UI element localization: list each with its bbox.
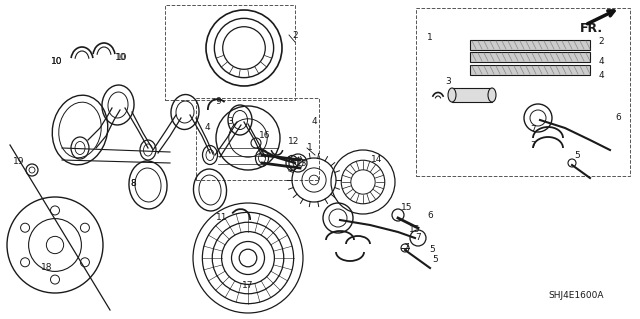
Text: 7: 7 <box>415 233 421 241</box>
Text: FR.: FR. <box>580 21 603 34</box>
Text: 2: 2 <box>598 38 604 47</box>
Bar <box>470 52 590 62</box>
Text: 14: 14 <box>371 155 383 165</box>
Text: 4: 4 <box>311 117 317 127</box>
Text: 4: 4 <box>598 57 604 66</box>
Text: 5: 5 <box>574 151 580 160</box>
Text: 6: 6 <box>427 211 433 219</box>
Bar <box>470 65 590 75</box>
Text: 8: 8 <box>130 179 136 188</box>
Text: 5: 5 <box>432 256 438 264</box>
Text: 10: 10 <box>51 57 63 66</box>
Text: 11: 11 <box>216 213 228 222</box>
Text: 1: 1 <box>427 33 433 42</box>
Ellipse shape <box>488 88 496 102</box>
Bar <box>196 98 319 180</box>
Text: 3: 3 <box>445 78 451 86</box>
Text: 17: 17 <box>243 280 253 290</box>
Text: 6: 6 <box>615 114 621 122</box>
Text: 8: 8 <box>130 179 136 188</box>
Text: 5: 5 <box>429 246 435 255</box>
Text: 4: 4 <box>598 70 604 79</box>
Bar <box>165 5 295 100</box>
Text: 10: 10 <box>116 53 128 62</box>
Bar <box>452 88 492 102</box>
Text: 10: 10 <box>51 57 63 66</box>
Ellipse shape <box>448 88 456 102</box>
Text: 19: 19 <box>13 158 25 167</box>
Text: 15: 15 <box>409 226 420 234</box>
Text: 2: 2 <box>292 31 298 40</box>
Text: 9: 9 <box>215 97 221 106</box>
Text: 1: 1 <box>307 144 313 152</box>
Text: SHJ4E1600A: SHJ4E1600A <box>548 291 604 300</box>
Text: 10: 10 <box>115 53 127 62</box>
Text: 7: 7 <box>530 140 536 150</box>
Text: 12: 12 <box>288 137 300 146</box>
Text: 7: 7 <box>530 125 536 135</box>
Text: 3: 3 <box>227 117 233 127</box>
Text: 16: 16 <box>259 130 271 139</box>
Text: 15: 15 <box>401 203 413 211</box>
Text: 18: 18 <box>41 263 52 272</box>
Bar <box>470 40 590 50</box>
Bar <box>416 8 630 176</box>
Text: 13: 13 <box>296 159 308 167</box>
Text: 7: 7 <box>403 243 409 253</box>
Text: 4: 4 <box>204 122 210 131</box>
